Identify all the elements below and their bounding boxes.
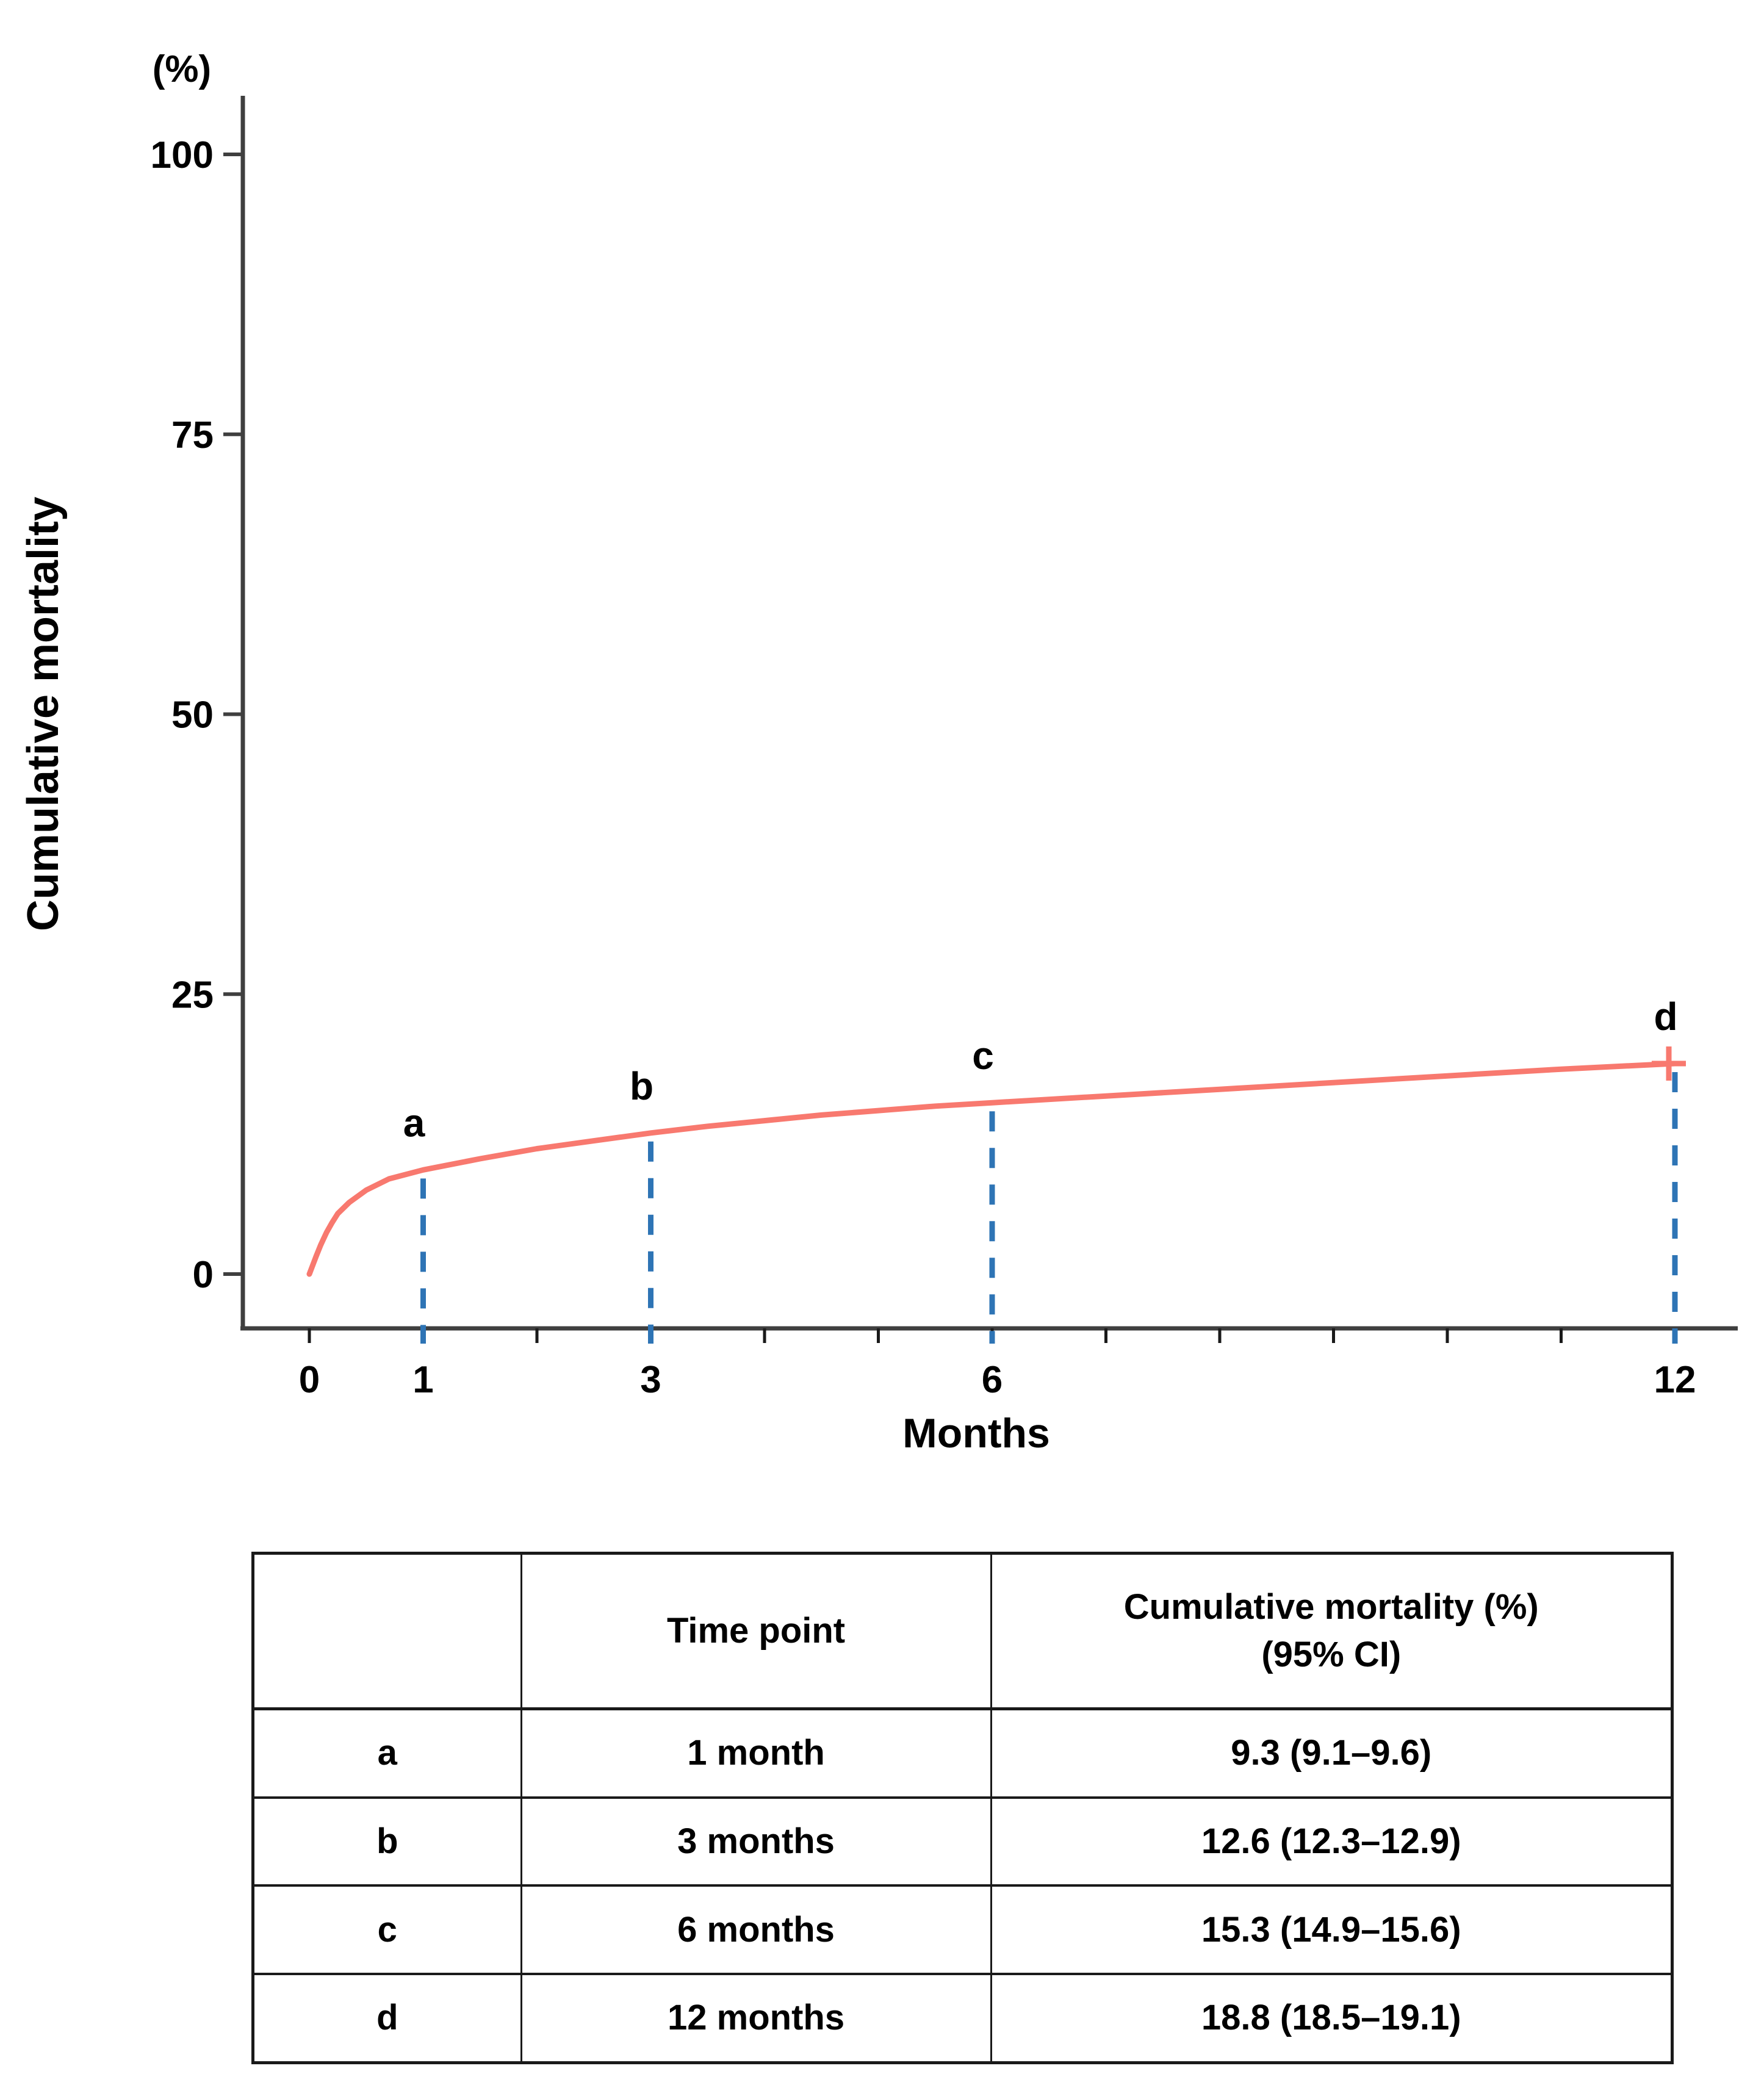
row-value-cell: 12.6 (12.3–12.9) — [990, 1796, 1673, 1887]
mortality-curve — [306, 1061, 1678, 1277]
row-value-cell: 15.3 (14.9–15.6) — [990, 1884, 1673, 1975]
x-tick-label: 1 — [412, 1359, 433, 1401]
row-value-cell: 18.8 (18.5–19.1) — [990, 1973, 1673, 2064]
table-header-row: Time point Cumulative mortality (%) (95%… — [252, 1552, 1673, 1710]
row-key-cell: c — [252, 1884, 522, 1975]
annotation-label: d — [1654, 995, 1677, 1039]
y-tick-label: 75 — [171, 414, 214, 456]
header-cumulative-mortality-line1: Cumulative mortality (%) — [1123, 1586, 1539, 1627]
y-axis-unit-label: (%) — [153, 48, 211, 90]
row-key-cell: a — [252, 1707, 522, 1799]
row-time-point-cell: 1 month — [520, 1707, 992, 1799]
annotation-label: a — [403, 1101, 425, 1145]
x-axis-title: Months — [902, 1410, 1050, 1457]
table-row: d 12 months 18.8 (18.5–19.1) — [252, 1973, 1673, 2064]
x-tick-label: 3 — [640, 1359, 661, 1401]
row-key-cell: b — [252, 1796, 522, 1887]
summary-table: Time point Cumulative mortality (%) (95%… — [251, 1552, 1674, 2064]
row-time-point-cell: 6 months — [520, 1884, 992, 1975]
row-time-point-cell: 12 months — [520, 1973, 992, 2064]
annotation-label: b — [630, 1064, 653, 1108]
header-cumulative-mortality: Cumulative mortality (%) (95% CI) — [990, 1552, 1673, 1710]
row-time-point-cell: 3 months — [520, 1796, 992, 1887]
y-tick-label: 50 — [171, 694, 214, 736]
x-tick-label: 6 — [982, 1359, 1003, 1401]
y-axis-title: Cumulative mortality — [19, 497, 68, 931]
y-tick-label: 25 — [171, 974, 214, 1016]
header-time-point: Time point — [520, 1552, 992, 1710]
y-tick-label: 100 — [151, 134, 214, 176]
cumulative-mortality-chart: 0 25 50 75 100 0 1 3 6 12 a b c d (%) Cumulative mortal… — [19, 48, 1738, 1457]
summary-table-wrap: Time point Cumulative mortality (%) (95%… — [251, 1552, 1674, 2064]
x-tick-label: 12 — [1654, 1359, 1696, 1401]
x-tick-label: 0 — [299, 1359, 320, 1401]
row-value-cell: 9.3 (9.1–9.6) — [990, 1707, 1673, 1799]
annotation-label: c — [972, 1034, 994, 1078]
row-key-cell: d — [252, 1973, 522, 2064]
header-blank-cell — [252, 1552, 522, 1710]
header-cumulative-mortality-line2: (95% CI) — [1261, 1635, 1402, 1674]
y-tick-label: 0 — [193, 1254, 214, 1296]
